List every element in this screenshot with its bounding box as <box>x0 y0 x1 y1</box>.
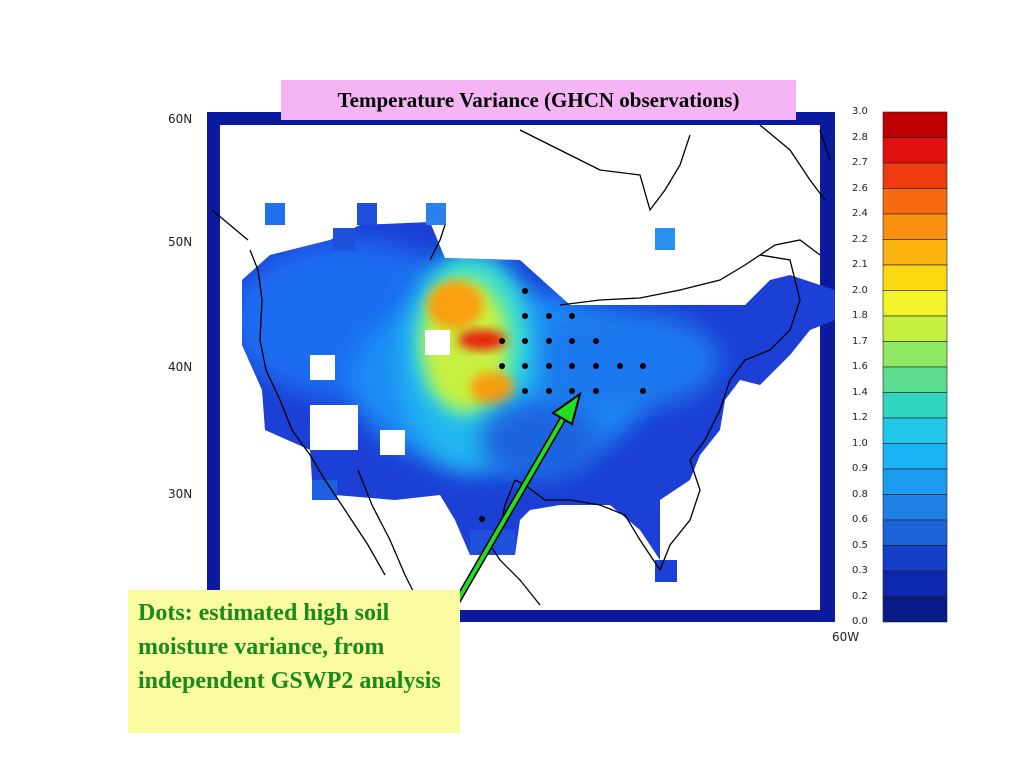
grid-box <box>655 228 675 250</box>
colorbar-swatch <box>882 545 948 572</box>
colorbar-swatch <box>882 366 948 393</box>
grid-box <box>333 228 355 250</box>
grid-box <box>312 480 337 500</box>
arrow <box>451 391 582 607</box>
colorbar-swatch <box>882 417 948 444</box>
colorbar-tick-label: 0.8 <box>852 488 868 500</box>
dots-explanation: Dots: estimated high soil moisture varia… <box>128 590 460 733</box>
colorbar-swatch <box>882 290 948 317</box>
colorbar-tick-label: 0.6 <box>852 514 868 525</box>
colorbar-tick-label: 2.0 <box>852 284 868 296</box>
colorbar-swatch <box>882 162 948 189</box>
colorbar-swatch <box>882 570 948 597</box>
colorbar-swatch <box>882 111 948 138</box>
colorbar-tick-label: 0.0 <box>852 616 868 627</box>
colorbar-tick-label: 3.0 <box>852 106 868 117</box>
colorbar-tick-label: 1.2 <box>852 412 868 423</box>
map-title: Temperature Variance (GHCN observations) <box>281 80 796 120</box>
colorbar-swatch <box>882 494 948 521</box>
colorbar-swatch <box>882 137 948 164</box>
colorbar-tick-label: 2.2 <box>852 233 868 245</box>
colorbar-tick-label: 1.0 <box>852 437 868 449</box>
lat-label-40n: 40N <box>168 360 193 374</box>
colorbar-swatch <box>882 468 948 495</box>
lon-label-60w: 60W <box>832 630 860 644</box>
colorbar-swatch <box>882 596 948 623</box>
colorbar-swatch <box>882 213 948 240</box>
colorbar-tick-label: 0.3 <box>852 565 868 576</box>
colorbar-swatch <box>882 188 948 215</box>
soil-moisture-dots <box>479 288 646 522</box>
coastlines <box>211 124 831 606</box>
grid-box <box>655 560 677 582</box>
colorbar-tick-label: 1.7 <box>852 335 868 347</box>
colorbar-tick-label: 1.4 <box>852 386 868 398</box>
colorbar-tick-label: 2.4 <box>852 208 868 219</box>
colorbar-tick-label: 2.6 <box>852 182 868 194</box>
colorbar-swatch <box>882 264 948 291</box>
colorbar-tick-label: 0.9 <box>852 463 868 474</box>
colorbar-swatch <box>882 392 948 419</box>
colorbar-tick-label: 0.2 <box>852 590 868 602</box>
lat-label-60n: 60N <box>168 112 193 126</box>
lat-label-30n: 30N <box>168 487 193 501</box>
colorbar-swatch <box>882 443 948 470</box>
lat-label-50n: 50N <box>168 235 193 249</box>
grid-box <box>265 203 285 225</box>
colorbar-swatch <box>882 239 948 266</box>
colorbar-tick-label: 0.5 <box>852 539 868 551</box>
colorbar <box>882 111 948 623</box>
colorbar-swatch <box>882 341 948 368</box>
colorbar-tick-label: 2.8 <box>852 131 868 143</box>
colorbar-tick-label: 2.1 <box>852 259 868 270</box>
grid-box <box>357 203 377 225</box>
colorbar-tick-label: 2.7 <box>852 157 868 168</box>
colorbar-tick-label: 1.6 <box>852 361 868 372</box>
colorbar-tick-label: 1.8 <box>852 310 868 321</box>
grid-box <box>426 203 446 225</box>
colorbar-swatch <box>882 519 948 546</box>
colorbar-swatch <box>882 315 948 342</box>
